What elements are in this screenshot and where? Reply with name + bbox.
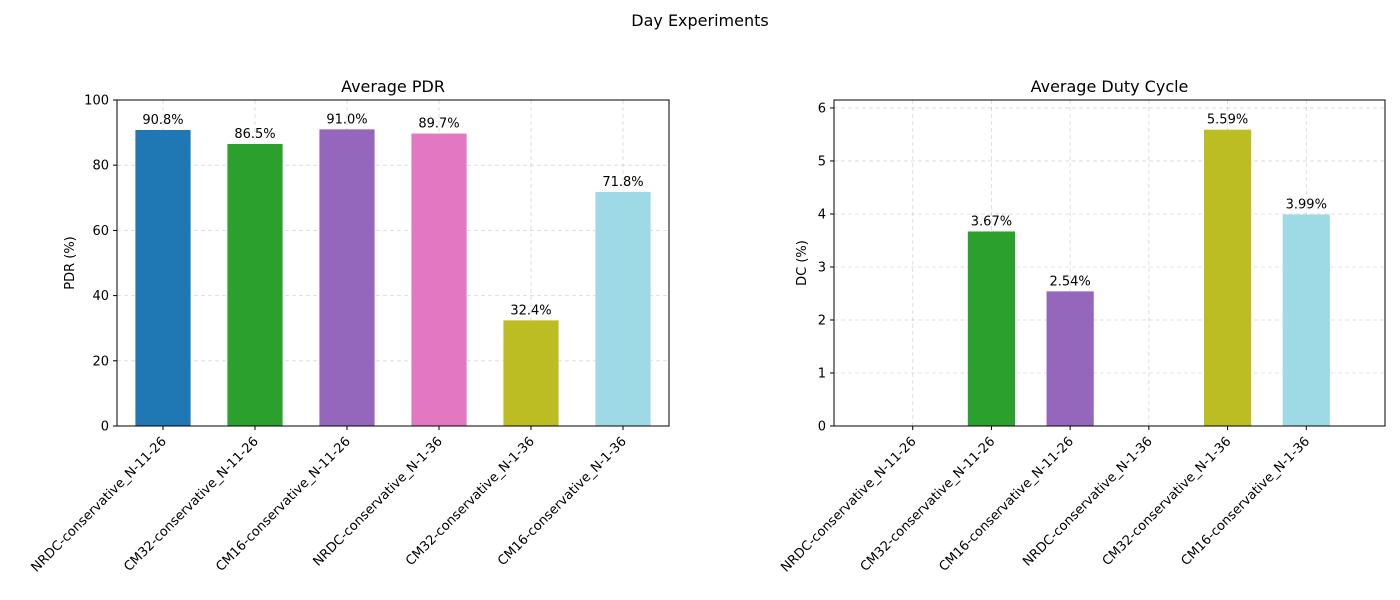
x-tick-label: NRDC-conservative_N-1-36 [1020,434,1155,569]
y-tick-label: 2 [818,313,826,328]
y-tick-label: 6 [818,101,826,116]
y-axis-label: PDR (%) [63,236,78,290]
y-tick-label: 0 [818,420,826,435]
x-tick-label: CM32-conservative_N-1-36 [1100,434,1235,569]
figure-title: Day Experiments [631,11,768,30]
chart-title: Average Duty Cycle [1031,77,1189,96]
data-label: 86.5% [234,127,275,142]
bar [1282,214,1330,426]
chart-average-duty-cycle: 3.67% 2.54% 5.59% 3.99% 0 1 2 3 4 5 6 NRDC-conserva… [778,77,1386,575]
data-label: 3.99% [1286,197,1327,212]
y-tick-label: 20 [92,354,109,369]
y-tick-label: 80 [92,159,109,174]
x-tick-label: CM16-conservative_N-1-36 [1178,434,1313,569]
y-tick-label: 0 [101,420,109,435]
data-label: 2.54% [1049,274,1090,289]
data-label: 91.0% [326,112,367,127]
bar [503,320,559,426]
bar [1203,129,1252,426]
chart-average-pdr: 90.8% 86.5% 91.0% 89.7% 32.4% 71.8% 0 20 40 60 80 1… [29,77,670,575]
y-tick-label: 100 [84,94,109,109]
y-tick-label: 60 [92,224,109,239]
y-tick-label: 4 [818,207,826,222]
data-label: 3.67% [971,214,1012,229]
plot-frame [116,99,670,427]
y-tick-label: 5 [818,154,826,169]
y-tick-label: 40 [92,289,109,304]
data-label: 89.7% [418,117,459,132]
bar [135,129,191,426]
data-label: 71.8% [602,175,643,190]
data-label: 90.8% [142,113,183,128]
bar [319,129,375,426]
data-label: 5.59% [1207,113,1248,128]
bar [1046,291,1094,426]
y-tick-label: 1 [818,366,826,381]
x-tick-label: CM32-conservative_N-11-26 [858,434,999,575]
plot-frame [833,99,1386,427]
chart-title: Average PDR [341,77,445,96]
y-tick-label: 3 [818,260,826,275]
bar [595,191,651,426]
bar [411,133,467,426]
x-tick-label: CM16-conservative_N-11-26 [936,434,1077,575]
bar [967,231,1016,426]
x-tick-label: NRDC-conservative_N-11-26 [778,434,919,575]
data-label: 32.4% [510,303,551,318]
y-axis-label: DC (%) [795,240,810,286]
bar [227,144,283,426]
